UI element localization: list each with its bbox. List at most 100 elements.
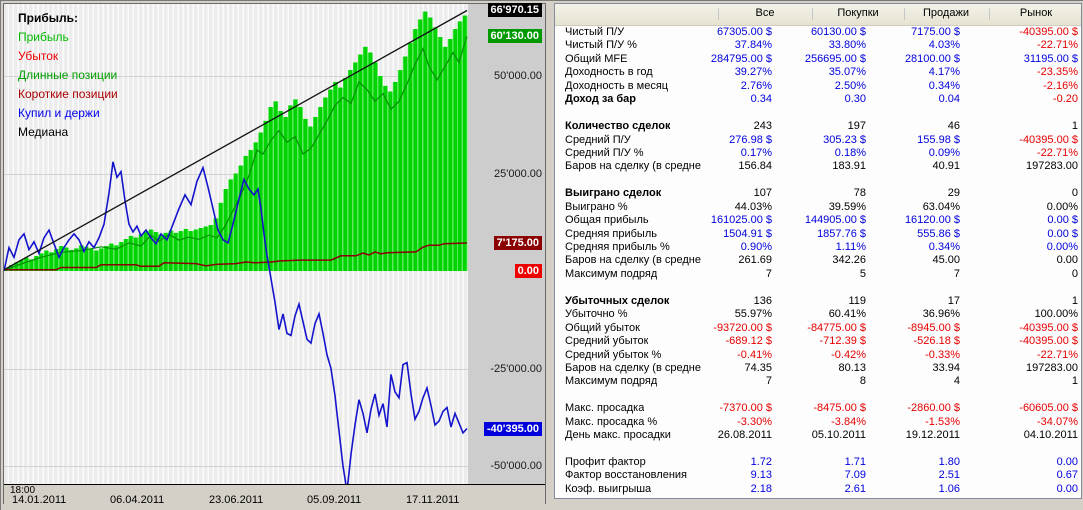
row-label: Убыточных сделок	[565, 294, 670, 307]
profit-bar	[308, 126, 313, 271]
table-row[interactable]: Средняя прибыль % 0.90% 1.11% 0.34% 0.00%	[555, 241, 1081, 254]
legend-item-2: Убыток	[18, 49, 59, 63]
row-label: Средняя прибыль %	[565, 241, 670, 253]
row-label: Общий убыток	[565, 321, 640, 334]
row-value-покупки: 1.11%	[835, 241, 866, 253]
row-value-продажи: 0.34%	[928, 79, 960, 92]
row-value-продажи: 28100.00 $	[904, 52, 960, 65]
table-row[interactable]: Баров на сделку (в средне 261.69 342.26 45.…	[555, 254, 1081, 267]
row-value-рынок: -34.07%	[1037, 415, 1078, 428]
x-axis-date-label: 06.04.2011	[110, 494, 165, 506]
profit-bar	[39, 253, 43, 271]
table-row[interactable]: Профит фактор 1.72 1.71 1.80 0.00	[555, 456, 1081, 469]
row-value-продажи: 63.04%	[922, 200, 960, 213]
profit-bar	[273, 101, 278, 271]
table-row[interactable]: Доходность в месяц 2.76% 2.50% 0.34% -2.16%	[555, 80, 1081, 93]
profit-bar	[199, 228, 203, 271]
table-row[interactable]: Чистый П/У 67305.00 $ 60130.00 $ 7175.00 $ -…	[555, 26, 1081, 39]
profit-bar	[383, 85, 387, 272]
row-value-покупки: 7.09	[844, 469, 866, 482]
row-label: Доходность в месяц	[565, 79, 669, 92]
table-row[interactable]: Коэф. выигрыша 2.18 2.61 1.06 0.00	[555, 483, 1081, 496]
row-value-все: 276.98 $	[729, 133, 772, 146]
row-value-рынок: 197283.00	[1026, 361, 1078, 374]
table-row[interactable]: Максимум подряд 7 5 7 0	[555, 268, 1081, 281]
row-value-рынок: 1	[1071, 120, 1078, 133]
row-label: Баров на сделку (в средне	[565, 361, 701, 374]
row-value-продажи: 7	[953, 267, 960, 280]
table-row[interactable]: Максимум подряд 7 8 4 1	[555, 375, 1081, 388]
column-header-3: Продажи	[923, 7, 969, 19]
row-label: Средний П/У %	[565, 146, 644, 159]
table-section-gap	[555, 389, 1081, 402]
equity-chart-plot[interactable]: Прибыль: Прибыль Убыток Длинные позиции Кор…	[4, 4, 468, 484]
row-value-покупки: 78	[853, 187, 866, 200]
row-value-все: 74.35	[744, 361, 772, 374]
profit-bar	[403, 56, 407, 271]
row-value-все: 26.08.2011	[717, 429, 772, 442]
profit-bar	[293, 99, 298, 272]
profit-bar	[84, 246, 88, 271]
gridline	[4, 368, 468, 370]
row-value-покупки: 305.23 $	[823, 133, 866, 146]
y-axis-tick-label: -50'000.00	[490, 460, 542, 472]
profit-bar	[14, 262, 19, 271]
table-row[interactable]: Средний П/У 276.98 $ 305.23 $ 155.98 $ -4039…	[555, 134, 1081, 147]
profit-bar	[423, 11, 427, 271]
row-value-продажи: 0.09%	[928, 146, 960, 159]
profit-bar	[79, 245, 83, 271]
row-value-все: -0.41%	[737, 348, 772, 361]
table-row[interactable]: Доходность в год 39.27% 35.07% 4.17% -23.35%	[555, 66, 1081, 79]
table-row[interactable]: Общий MFE 284795.00 $ 256695.00 $ 28100.00 …	[555, 53, 1081, 66]
row-value-все: -689.12 $	[725, 335, 772, 348]
y-axis-value-callout: -40'395.00	[483, 421, 542, 436]
profit-bar	[333, 81, 338, 272]
column-header-4: Рынок	[1019, 7, 1053, 19]
table-row[interactable]: Количество сделок 243 197 46 1	[555, 120, 1081, 133]
table-row[interactable]: Убыточных сделок 136 119 17 1	[555, 295, 1081, 308]
table-row[interactable]: Убыточно % 55.97% 60.41% 36.96% 100.00%	[555, 308, 1081, 321]
profit-bar	[154, 232, 158, 271]
series-line-короткие-позиции	[4, 242, 468, 271]
profit-bar	[413, 29, 417, 272]
row-value-продажи: 4	[953, 375, 960, 388]
column-header-1: Все	[755, 7, 775, 19]
row-value-рынок: -40395.00 $	[1019, 321, 1078, 334]
table-row[interactable]: Доход за бар 0.34 0.30 0.04 -0.20	[555, 93, 1081, 106]
table-row[interactable]: День макс. просадки 26.08.2011 05.10.2011 1…	[555, 429, 1081, 442]
table-row[interactable]: Выиграно % 44.03% 39.59% 63.04% 0.00%	[555, 201, 1081, 214]
table-row[interactable]: Средняя прибыль 1504.91 $ 1857.76 $ 555.86 …	[555, 228, 1081, 241]
legend-item-6: Медиана	[18, 125, 69, 139]
row-value-покупки: 05.10.2011	[811, 429, 866, 442]
profit-bar	[298, 107, 303, 271]
y-axis-value-callout: 0.00	[514, 264, 542, 278]
row-value-рынок: -40395.00 $	[1019, 335, 1078, 348]
row-value-все: 156.84	[738, 160, 772, 173]
table-row[interactable]: Баров на сделку (в средне 74.35 80.13 33.94…	[555, 362, 1081, 375]
table-row[interactable]: Баров на сделку (в средне 156.84 183.91 40.…	[555, 160, 1081, 173]
profit-bar	[149, 229, 153, 271]
row-value-продажи: 2.51	[938, 469, 960, 482]
table-row[interactable]: Макс. просадка -7370.00 $ -8475.00 $ -2860.…	[555, 402, 1081, 415]
column-header-2: Покупки	[837, 7, 879, 19]
table-row[interactable]: Средний убыток -689.12 $ -712.39 $ -526.18 …	[555, 335, 1081, 348]
row-label: Максимум подряд	[565, 267, 658, 280]
row-value-все: 55.97%	[734, 308, 772, 321]
row-value-продажи: -2860.00 $	[907, 402, 960, 415]
header-separator	[904, 8, 905, 20]
table-row[interactable]: Выиграно сделок 107 78 29 0	[555, 187, 1081, 200]
table-row[interactable]: Общий убыток -93720.00 $ -84775.00 $ -8945.…	[555, 322, 1081, 335]
row-value-покупки: 60130.00 $	[810, 26, 866, 38]
table-row[interactable]: Общая прибыль 161025.00 $ 144905.00 $ 16120…	[555, 214, 1081, 227]
profit-bar	[89, 249, 93, 271]
profit-bar	[59, 246, 63, 271]
table-row[interactable]: Чистый П/У % 37.84% 33.80% 4.03% -22.71%	[555, 39, 1081, 52]
row-value-рынок: 1	[1071, 294, 1078, 307]
profit-bar	[104, 246, 108, 271]
table-row[interactable]: Фактор восстановления 9.13 7.09 2.51 0.67	[555, 469, 1081, 482]
table-row[interactable]: Макс. просадка % -3.30% -3.84% -1.53% -34.07…	[555, 416, 1081, 429]
table-row[interactable]: Средний убыток % -0.41% -0.42% -0.33% -22.71…	[555, 349, 1081, 362]
row-label: День макс. просадки	[565, 429, 671, 442]
table-row[interactable]: Средний П/У % 0.17% 0.18% 0.09% -22.71%	[555, 147, 1081, 160]
row-label: Общая прибыль	[565, 214, 649, 227]
